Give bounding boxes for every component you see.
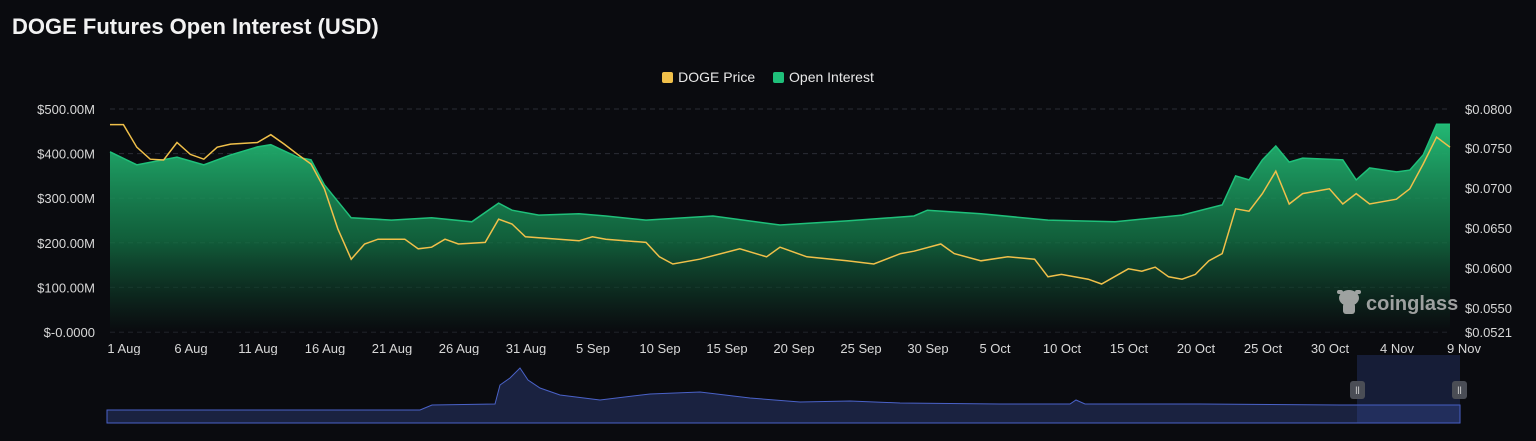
y-right-tick-label: $0.0600 xyxy=(1465,261,1512,276)
x-tick-label: 10 Oct xyxy=(1043,341,1082,356)
navigator-left-handle[interactable] xyxy=(1350,381,1365,399)
x-tick-label: 4 Nov xyxy=(1380,341,1414,356)
legend-item-open-interest[interactable]: Open Interest xyxy=(773,69,874,85)
legend: DOGE Price Open Interest xyxy=(0,69,1536,86)
x-tick-label: 20 Oct xyxy=(1177,341,1216,356)
legend-label-price: DOGE Price xyxy=(678,69,756,85)
x-tick-label: 25 Oct xyxy=(1244,341,1283,356)
x-tick-label: 9 Nov xyxy=(1447,341,1481,356)
navigator[interactable]: ll ll xyxy=(106,355,1467,424)
x-tick-label: 15 Oct xyxy=(1110,341,1149,356)
y-right-tick-label: $0.0550 xyxy=(1465,301,1512,316)
y-right-tick-label: $0.0800 xyxy=(1465,102,1512,117)
y-right-tick-label: $0.0650 xyxy=(1465,221,1512,236)
x-tick-label: 30 Sep xyxy=(907,341,948,356)
x-tick-label: 16 Aug xyxy=(305,341,346,356)
x-tick-label: 11 Aug xyxy=(238,341,278,356)
navigator-right-handle[interactable] xyxy=(1452,381,1467,399)
watermark-text: coinglass xyxy=(1366,293,1458,315)
oi-swatch-icon xyxy=(773,71,785,83)
y-left-tick-label: $300.00M xyxy=(37,191,95,206)
y-right-tick-label: $0.0750 xyxy=(1465,141,1512,156)
y-left-tick-label: $500.00M xyxy=(37,102,95,117)
y-left-tick-label: $200.00M xyxy=(37,236,95,251)
x-tick-label: 5 Sep xyxy=(576,341,610,356)
legend-label-oi: Open Interest xyxy=(789,69,874,85)
x-tick-label: 26 Aug xyxy=(439,341,480,356)
y-left-tick-label: $400.00M xyxy=(37,147,95,162)
pause-icon: ll xyxy=(1457,386,1461,397)
legend-item-price[interactable]: DOGE Price xyxy=(662,69,755,85)
x-tick-label: 30 Oct xyxy=(1311,341,1350,356)
x-tick-label: 31 Aug xyxy=(506,341,547,356)
y-right-tick-label: $0.0700 xyxy=(1465,181,1512,196)
x-tick-label: 20 Sep xyxy=(773,341,814,356)
open-interest-area xyxy=(110,124,1450,332)
x-tick-label: 5 Oct xyxy=(979,341,1010,356)
watermark: coinglass xyxy=(1337,290,1458,315)
x-tick-label: 21 Aug xyxy=(372,341,413,356)
x-tick-label: 6 Aug xyxy=(174,341,207,356)
y-right-tick-label: $0.0521 xyxy=(1465,325,1512,340)
x-tick-label: 10 Sep xyxy=(639,341,680,356)
open-interest-line xyxy=(109,123,1450,226)
price-line xyxy=(110,123,1451,285)
x-tick-label: 25 Sep xyxy=(840,341,881,356)
x-tick-label: 15 Sep xyxy=(706,341,747,356)
navigator-selection[interactable] xyxy=(1357,355,1460,423)
y-left-tick-label: $-0.0000 xyxy=(44,325,95,340)
pause-icon: ll xyxy=(1355,386,1359,397)
price-swatch-icon xyxy=(662,71,674,83)
y-left-tick-label: $100.00M xyxy=(37,280,95,295)
coinglass-logo-icon xyxy=(1337,290,1361,314)
chart-title: DOGE Futures Open Interest (USD) xyxy=(12,14,379,39)
navigator-series xyxy=(106,367,1461,424)
x-tick-label: 1 Aug xyxy=(107,341,140,356)
